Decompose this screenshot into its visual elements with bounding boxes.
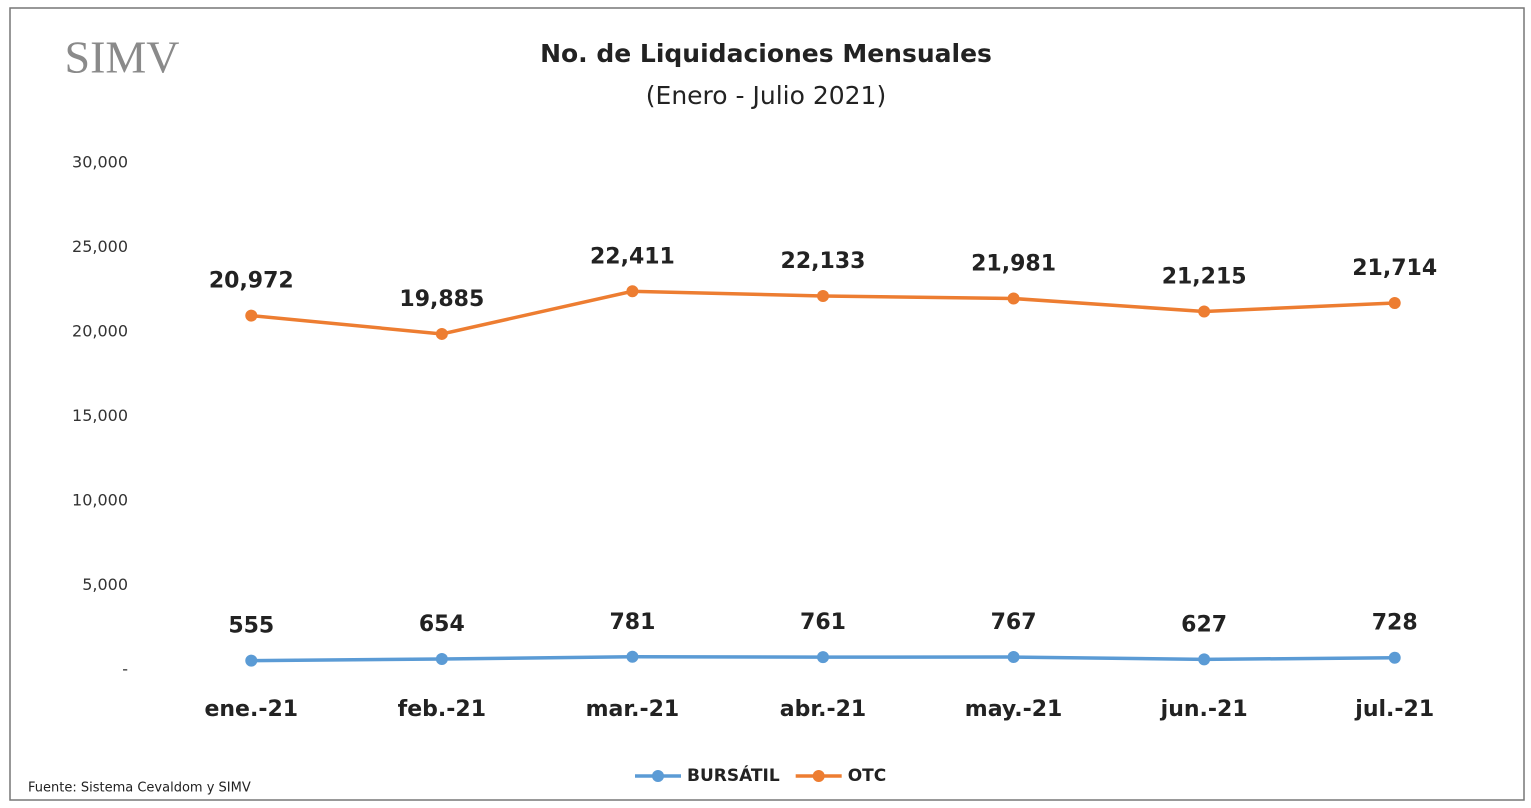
data-label: 21,981 <box>971 252 1056 277</box>
marker <box>626 285 639 298</box>
data-label: 22,133 <box>781 249 866 274</box>
chart-title: No. de Liquidaciones Mensuales <box>540 39 992 68</box>
legend-marker <box>652 770 664 782</box>
x-tick-label: jun.-21 <box>1160 697 1248 722</box>
data-label: 22,411 <box>590 244 675 269</box>
y-tick-label: 30,000 <box>72 153 128 172</box>
y-tick-label: - <box>122 660 128 679</box>
marker <box>1198 305 1211 318</box>
marker <box>1007 292 1020 305</box>
x-tick-label: ene.-21 <box>204 697 298 722</box>
data-label: 20,972 <box>209 269 294 294</box>
data-label: 627 <box>1181 612 1227 637</box>
y-tick-label: 20,000 <box>72 322 128 341</box>
x-tick-label: mar.-21 <box>586 697 680 722</box>
marker <box>1388 651 1401 664</box>
marker <box>245 309 258 322</box>
data-label: 654 <box>419 612 465 637</box>
data-label: 21,215 <box>1162 264 1247 289</box>
data-label: 781 <box>609 610 655 635</box>
marker <box>435 327 448 340</box>
marker <box>626 650 639 663</box>
data-label: 19,885 <box>399 287 484 312</box>
marker <box>1198 653 1211 666</box>
data-label: 728 <box>1372 611 1418 636</box>
source-note: Fuente: Sistema Cevaldom y SIMV <box>28 781 251 796</box>
data-label: 767 <box>991 610 1037 635</box>
legend-label: BURSÁTIL <box>687 764 780 786</box>
x-tick-label: feb.-21 <box>398 697 486 722</box>
marker <box>1388 297 1401 310</box>
y-tick-label: 25,000 <box>72 237 128 256</box>
chart-subtitle: (Enero - Julio 2021) <box>646 81 886 110</box>
legend-marker <box>812 770 825 782</box>
y-tick-label: 5,000 <box>82 575 128 594</box>
data-label: 555 <box>228 614 274 639</box>
marker <box>817 289 829 302</box>
marker <box>1007 651 1020 664</box>
x-tick-label: abr.-21 <box>780 697 866 722</box>
logo: SIMV <box>64 32 179 83</box>
x-tick-label: may.-21 <box>965 697 1063 722</box>
marker <box>435 652 448 665</box>
legend-label: OTC <box>848 766 887 786</box>
chart-frame <box>9 7 1525 801</box>
y-tick-label: 10,000 <box>72 491 128 510</box>
y-tick-label: 15,000 <box>72 406 128 425</box>
marker <box>245 654 258 667</box>
data-label: 761 <box>800 610 846 635</box>
data-label: 21,714 <box>1352 256 1437 281</box>
marker <box>817 651 829 664</box>
x-tick-label: jul.-21 <box>1354 697 1434 722</box>
